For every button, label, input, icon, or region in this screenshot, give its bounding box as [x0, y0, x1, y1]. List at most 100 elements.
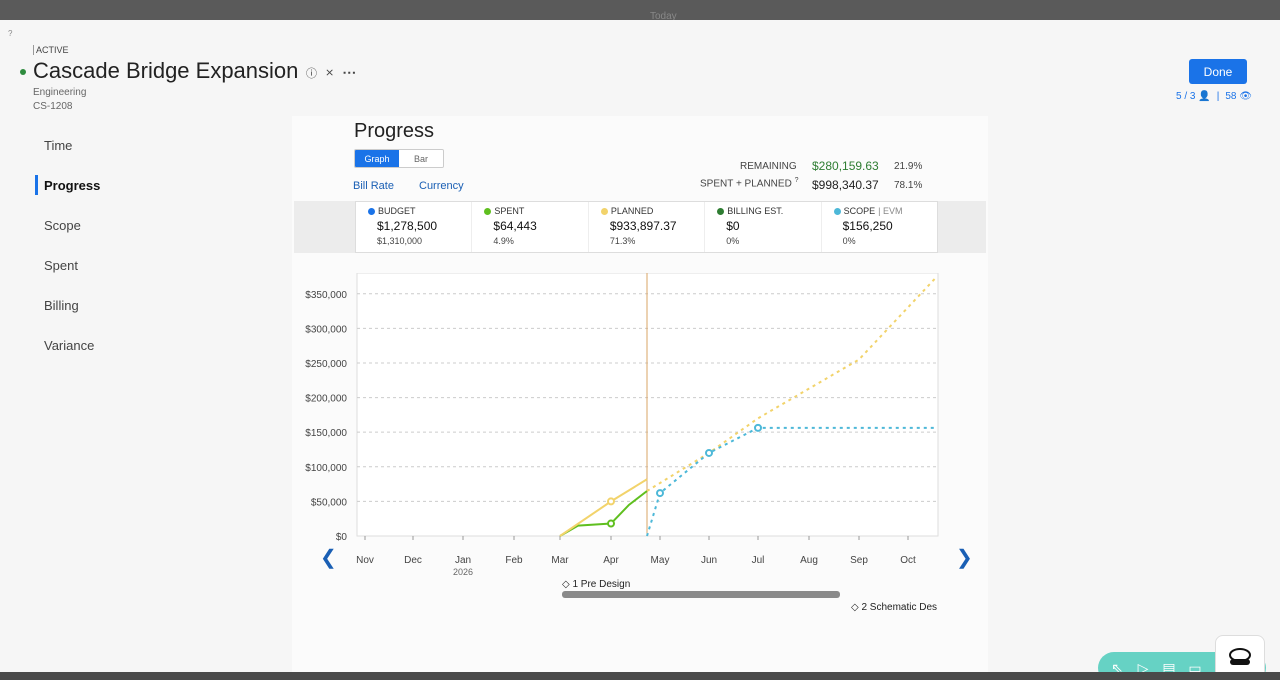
legend-label: BILLING EST. [727, 206, 784, 216]
done-button[interactable]: Done [1189, 59, 1247, 84]
spent-dot-icon [484, 207, 492, 215]
legend-sub: 71.3% [609, 236, 636, 246]
legend-value: $156,250 [842, 219, 893, 233]
today-label: Today [650, 11, 677, 22]
scope-dot-icon [833, 207, 841, 215]
app-bottom-bar [0, 672, 1280, 680]
billing-dot-icon [717, 207, 725, 215]
x-year-label: 2026 [453, 567, 473, 577]
help-icon[interactable]: ? [8, 29, 13, 38]
legend-value: $933,897.37 [609, 219, 677, 233]
x-tick-label: Nov [356, 555, 374, 566]
y-tick-label: $250,000 [305, 359, 347, 370]
spent-planned-value: $998,340.37 [812, 178, 879, 192]
legend-sub: 4.9% [493, 236, 514, 246]
side-nav: Time Progress Scope Spent Billing Varian… [35, 125, 255, 365]
chat-icon [1229, 648, 1251, 665]
watchers-count[interactable]: 58 👁 [1225, 91, 1252, 102]
legend-sub: 0% [842, 236, 856, 246]
chart-svg: $0 $50,000 $100,000 $150,000 $200,000 $250,00… [305, 273, 939, 613]
progress-title: Progress [354, 120, 435, 142]
person-icon: 👤 [1198, 91, 1211, 102]
project-title: Cascade Bridge Expansion [33, 58, 299, 83]
x-tick-label: Oct [900, 555, 916, 566]
legend-value: $1,278,500 [377, 219, 438, 233]
pointer-icon[interactable]: ⇖ [1111, 659, 1123, 676]
members-count[interactable]: 5 / 3 👤 [1176, 91, 1211, 102]
y-tick-label: $300,000 [305, 324, 347, 335]
y-tick-label: $50,000 [311, 497, 348, 508]
graph-view-button[interactable]: Graph [355, 150, 399, 167]
x-tick-label: Feb [505, 555, 523, 566]
planned-dot-icon [600, 207, 608, 215]
x-tick-label: Jul [752, 555, 765, 566]
next-arrow-icon[interactable]: ❯ [956, 547, 973, 569]
legend-label: SCOPE [843, 206, 876, 216]
nav-item-time[interactable]: Time [44, 137, 73, 153]
scope-marker [705, 448, 713, 457]
status-label: ACTIVE [33, 45, 69, 55]
scope-marker [656, 489, 664, 498]
legend-value: $0 [726, 219, 740, 233]
x-tick-label: Dec [404, 555, 422, 566]
legend-planned[interactable]: PLANNED $933,897.37 71.3% [587, 202, 704, 252]
series-line-scope [646, 426, 937, 537]
play-icon[interactable]: ▷ [1137, 659, 1149, 676]
unlink-icon[interactable]: ⨯ [325, 67, 335, 79]
x-tick-label: Jan [455, 555, 471, 566]
legend-label: PLANNED [610, 206, 654, 216]
x-tick-label: Jun [701, 555, 717, 566]
remaining-pct: 21.9% [894, 161, 923, 172]
spent-planned-label: SPENT + PLANNED ? [700, 177, 799, 190]
project-department: Engineering [33, 87, 87, 98]
nav-item-variance[interactable]: Variance [44, 337, 95, 353]
legend-billing-est[interactable]: BILLING EST. $0 0% [704, 202, 820, 252]
help-icon[interactable]: ? [794, 177, 799, 184]
nav-item-billing[interactable]: Billing [44, 297, 79, 313]
legend-extra: | EVM [878, 206, 903, 216]
series-line-planned [646, 275, 938, 492]
legend-scope[interactable]: SCOPE | EVM $156,250 0% [820, 202, 937, 252]
project-detail-panel: ? ACTIVE Cascade Bridge Expansion ⓘ ⨯ ⋯ … [0, 20, 1280, 680]
legend-label: SPENT [494, 206, 525, 216]
budget-dot-icon [368, 207, 375, 215]
bill-rate-link[interactable]: Bill Rate [353, 180, 394, 192]
planned-marker [607, 497, 615, 506]
view-toggle: Graph Bar [354, 149, 444, 168]
y-tick-label: $200,000 [305, 394, 347, 405]
chart-legend: BUDGET $1,278,500 $1,310,000 SPENT $64,4… [355, 201, 938, 253]
x-tick-label: Sep [850, 555, 868, 566]
x-tick-label: May [651, 555, 670, 566]
previous-arrow-icon[interactable]: ❮ [320, 547, 337, 569]
nav-item-scope[interactable]: Scope [44, 217, 81, 233]
more-options-icon[interactable]: ⋯ [342, 64, 357, 80]
phase-label: ◇ 1 Pre Design [562, 579, 630, 590]
comment-icon[interactable]: ▭ [1188, 659, 1202, 676]
legend-budget[interactable]: BUDGET $1,278,500 $1,310,000 [356, 202, 471, 252]
y-tick-label: $100,000 [305, 463, 347, 474]
y-tick-label: $350,000 [305, 290, 347, 301]
nav-item-progress[interactable]: Progress [35, 175, 255, 195]
info-icon[interactable]: ⓘ [306, 67, 317, 80]
bar-view-button[interactable]: Bar [399, 150, 443, 167]
document-icon[interactable]: ▤ [1162, 659, 1176, 676]
y-tick-label: $150,000 [305, 428, 347, 439]
project-code: CS-1208 [33, 101, 73, 112]
x-tick-label: Apr [603, 555, 619, 566]
x-tick-label: Mar [551, 555, 569, 566]
remaining-value: $280,159.63 [812, 159, 879, 173]
progress-chart: $0 $50,000 $100,000 $150,000 $200,000 $250,00… [292, 273, 988, 613]
legend-spent[interactable]: SPENT $64,443 4.9% [471, 202, 587, 252]
remaining-label: REMAINING [740, 161, 797, 172]
legend-value: $64,443 [493, 219, 537, 233]
legend-sub: $1,310,000 [377, 236, 423, 246]
phase-label: ◇ 2 Schematic Des [851, 602, 937, 613]
y-tick-label: $0 [336, 532, 348, 543]
legend-label: BUDGET [378, 206, 416, 216]
phase-bar [562, 591, 840, 598]
nav-item-spent[interactable]: Spent [44, 257, 78, 273]
divider: | [1216, 91, 1220, 102]
scope-marker [754, 423, 762, 432]
legend-sub: 0% [726, 236, 740, 246]
currency-link[interactable]: Currency [419, 180, 464, 192]
